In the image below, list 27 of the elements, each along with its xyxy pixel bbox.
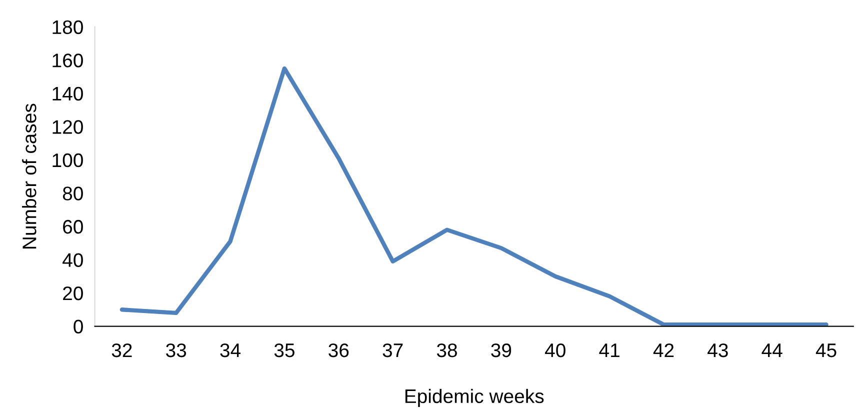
x-tick-label: 33: [166, 343, 186, 358]
x-tick-label: 43: [708, 343, 728, 358]
y-axis-title: Number of cases: [22, 104, 36, 248]
x-tick-label: 36: [328, 343, 349, 358]
y-tick-label: 160: [52, 54, 83, 68]
x-tick-label: 35: [274, 343, 294, 358]
x-tick-label: 42: [653, 343, 674, 358]
x-tick-label: 39: [491, 343, 512, 358]
x-axis-title: Epidemic weeks: [405, 388, 544, 407]
x-tick-label: 41: [599, 344, 620, 358]
x-tick-label: 40: [545, 343, 566, 358]
x-tick-label: 32: [112, 343, 132, 358]
y-tick-label: 180: [52, 20, 83, 34]
x-tick-label: 45: [816, 344, 836, 358]
x-tick-label: 34: [220, 343, 241, 358]
y-tick-label: 100: [52, 153, 83, 168]
y-tick-label: 80: [62, 186, 83, 200]
x-tick-label: 37: [382, 343, 403, 358]
y-tick-label: 120: [52, 120, 83, 134]
y-tick-label: 20: [63, 286, 83, 300]
x-tick-label: 38: [436, 343, 457, 358]
y-tick-label: 60: [63, 220, 83, 234]
line-series: [120, 66, 828, 326]
y-tick-label: 140: [52, 86, 83, 101]
x-tick-label: 44: [762, 344, 782, 358]
y-tick-label: 0: [74, 320, 83, 334]
y-tick-label: 40: [62, 253, 83, 267]
